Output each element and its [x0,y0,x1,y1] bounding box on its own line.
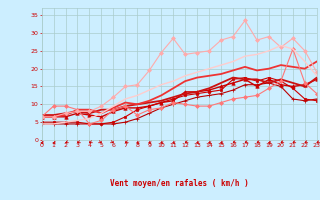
Text: Vent moyen/en rafales ( km/h ): Vent moyen/en rafales ( km/h ) [110,179,249,188]
